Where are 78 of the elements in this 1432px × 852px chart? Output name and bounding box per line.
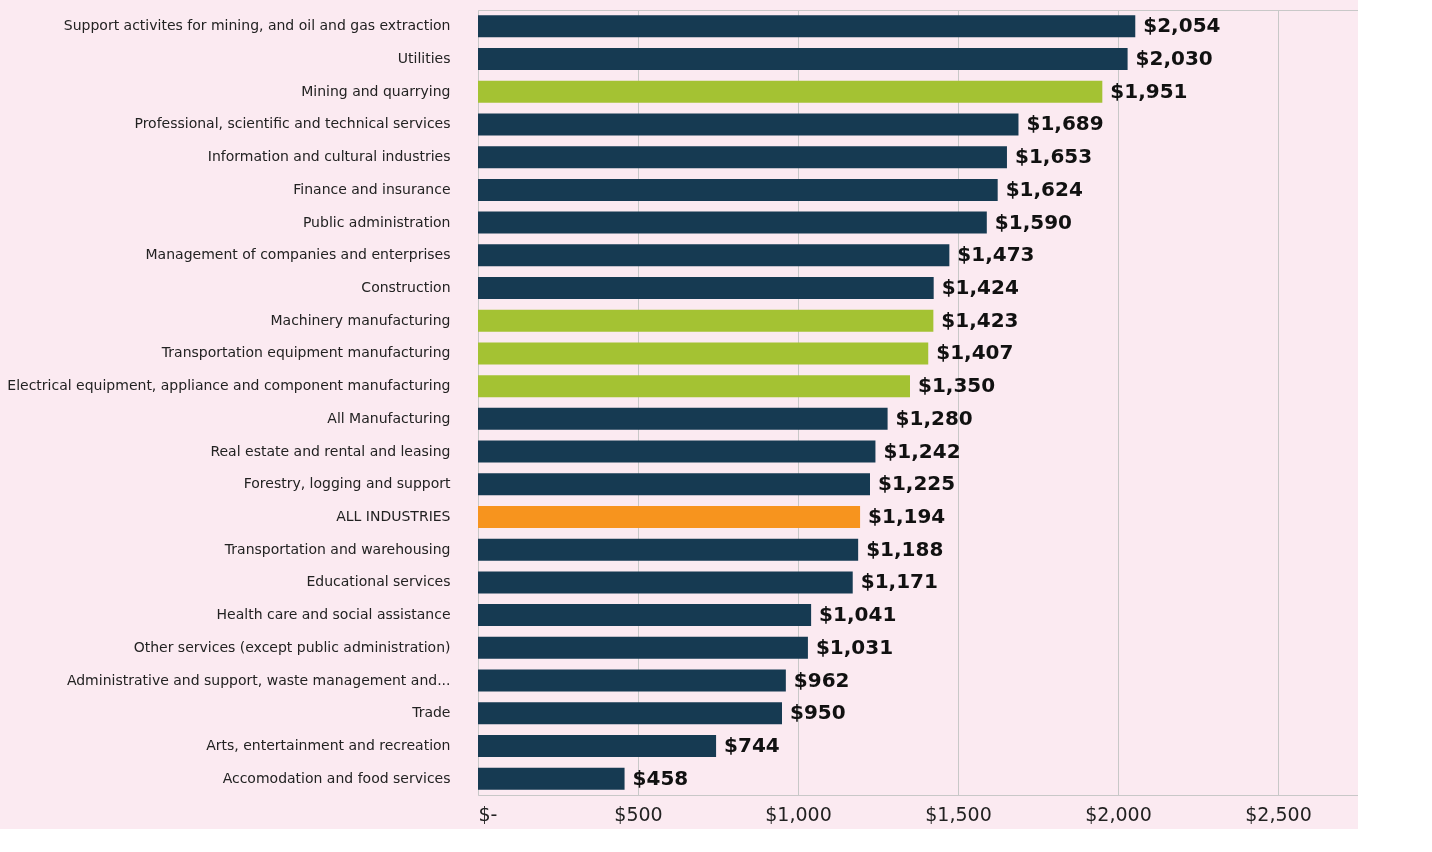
- data-label: $1,350: [918, 373, 996, 398]
- bar: [478, 473, 870, 496]
- y-tick-label: Public administration: [302, 213, 451, 230]
- y-tick-label: Health care and social assistance: [216, 606, 451, 623]
- data-label: $1,031: [815, 634, 894, 659]
- y-tick-label: ALL INDUSTRIES: [336, 507, 451, 524]
- y-tick-label: Information and cultural industries: [207, 148, 451, 165]
- bar: [478, 244, 950, 267]
- y-tick-label: Machinery manufacturing: [270, 311, 451, 328]
- data-label: $1,171: [860, 569, 938, 594]
- bar: [478, 309, 934, 332]
- bar: [478, 48, 1128, 71]
- x-tick-label: $1,500: [925, 802, 992, 825]
- bar: [478, 178, 998, 201]
- x-tick-label: $2,000: [1085, 802, 1152, 825]
- data-label: $1,424: [941, 275, 1019, 300]
- x-tick-label: $500: [614, 802, 663, 825]
- bar: [478, 669, 786, 692]
- data-label: $2,030: [1135, 46, 1213, 71]
- bar: [478, 80, 1103, 103]
- data-label: $1,188: [866, 536, 944, 561]
- y-tick-label: Other services (except public administration): [133, 638, 451, 655]
- data-label: $744: [724, 732, 780, 757]
- x-tick-label: $2,500: [1245, 802, 1312, 825]
- y-tick-label: Administrative and support, waste management and...: [66, 671, 451, 688]
- y-tick-label: Electrical equipment, appliance and component manufacturing: [7, 377, 451, 394]
- data-label: $1,689: [1026, 111, 1104, 136]
- x-tick-label: $1,000: [765, 802, 832, 825]
- data-label: $1,225: [878, 471, 956, 496]
- y-tick-label: Transportation and warehousing: [223, 540, 451, 557]
- y-tick-label: Educational services: [306, 573, 451, 590]
- data-label: $962: [793, 667, 850, 692]
- bar: [478, 113, 1019, 136]
- bar: [478, 146, 1007, 169]
- bar: [478, 407, 888, 430]
- y-tick-label: Construction: [361, 279, 451, 296]
- data-label: $1,041: [819, 602, 897, 627]
- y-tick-label: Utilities: [397, 50, 451, 67]
- y-tick-label: Trade: [411, 704, 451, 721]
- y-tick-label: Forestry, logging and support: [243, 475, 451, 492]
- data-label: $950: [790, 700, 846, 725]
- bar: [478, 538, 859, 561]
- bar: [478, 571, 853, 594]
- y-tick-label: Arts, entertainment and recreation: [206, 736, 451, 753]
- data-label: $1,624: [1005, 176, 1083, 201]
- data-label: $1,407: [936, 340, 1014, 365]
- bar: [478, 375, 910, 398]
- data-label: $458: [632, 765, 689, 790]
- y-tick-label: All Manufacturing: [327, 409, 451, 426]
- y-tick-label: Mining and quarrying: [301, 82, 451, 99]
- y-tick-label: Professional, scientific and technical services: [134, 115, 451, 132]
- y-tick-label: Support activites for mining, and oil and gas extraction: [63, 17, 451, 34]
- data-label: $1,423: [941, 307, 1019, 332]
- y-tick-label: Management of companies and enterprises: [145, 246, 451, 263]
- bar: [478, 702, 782, 725]
- data-label: $1,194: [868, 503, 946, 528]
- bar: [478, 440, 876, 463]
- data-label: $1,473: [957, 242, 1035, 267]
- bar: [478, 505, 861, 528]
- bar: [478, 342, 929, 365]
- bar: [478, 636, 808, 659]
- data-label: $1,653: [1014, 144, 1093, 169]
- data-label: $1,590: [994, 209, 1072, 234]
- y-tick-label: Real estate and rental and leasing: [210, 442, 451, 459]
- data-label: $1,951: [1110, 78, 1188, 103]
- data-label: $1,280: [895, 405, 973, 430]
- y-tick-label: Finance and insurance: [293, 180, 451, 197]
- y-tick-label: Accomodation and food services: [222, 769, 451, 786]
- bar: [478, 211, 987, 234]
- bar: [478, 277, 934, 300]
- data-label: $1,242: [883, 438, 961, 463]
- y-tick-label: Transportation equipment manufacturing: [160, 344, 451, 361]
- bar: [478, 767, 625, 790]
- data-label: $2,054: [1143, 13, 1221, 38]
- x-tick-label: $-: [478, 802, 498, 825]
- bar: [478, 734, 717, 757]
- bar: [478, 15, 1136, 38]
- bar: [478, 604, 812, 627]
